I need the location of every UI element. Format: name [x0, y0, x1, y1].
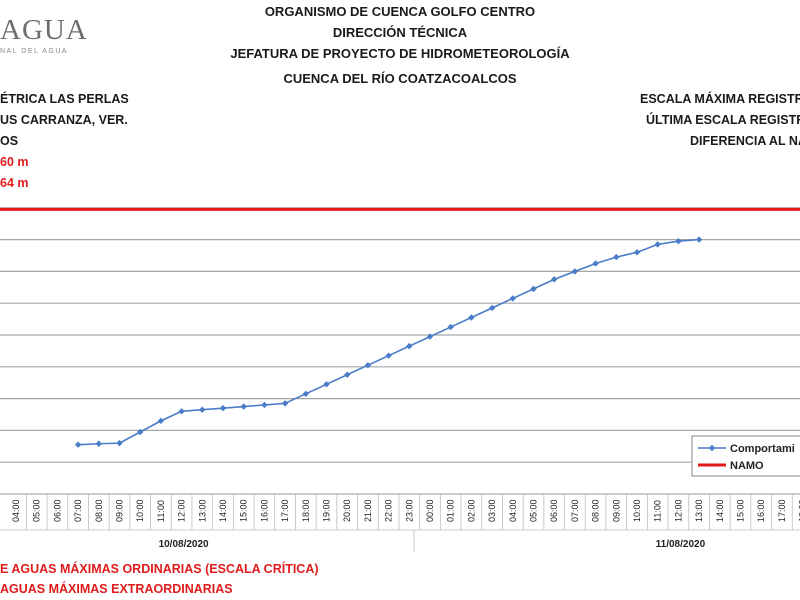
legend-namo-label: NAMO	[730, 460, 764, 472]
data-point	[447, 323, 454, 331]
header-organism: ORGANISMO DE CUENCA GOLFO CENTRO	[264, 4, 536, 19]
data-point	[592, 260, 599, 267]
data-point	[74, 441, 82, 448]
x-tick-label: 22:00	[384, 499, 394, 522]
x-tick-label: 16:00	[756, 499, 766, 522]
data-point	[323, 381, 330, 388]
x-tick-label: 13:00	[197, 499, 207, 522]
last-scale-label: ÚLTIMA ESCALA REGISTR	[646, 113, 800, 127]
x-tick-label: 17:00	[280, 499, 290, 522]
data-point	[633, 249, 641, 256]
x-tick-label: 15:00	[736, 499, 746, 522]
x-tick-label: 09:00	[115, 499, 125, 522]
x-tick-label: 14:00	[218, 499, 228, 522]
x-tick-label: 12:00	[673, 499, 683, 522]
data-point	[695, 236, 703, 243]
level-value-extraordinary: 64 m	[0, 176, 29, 190]
x-tick-label: 14:00	[715, 499, 725, 522]
station-unit: OS	[0, 134, 19, 148]
data-point	[509, 295, 516, 302]
x-tick-label: 08:00	[591, 499, 601, 522]
series-line	[78, 238, 700, 446]
date-label: 10/08/2020	[159, 539, 209, 550]
data-point	[613, 253, 620, 261]
data-point	[178, 408, 185, 415]
data-point	[551, 276, 558, 283]
header-direction: DIRECCIÓN TÉCNICA	[332, 25, 468, 40]
x-tick-label: 05:00	[529, 499, 539, 522]
station-location: US CARRANZA, VER.	[0, 113, 128, 127]
x-tick-label: 07:00	[73, 499, 83, 522]
date-label: 11/08/2020	[656, 539, 706, 550]
x-tick-label: 03:00	[487, 499, 497, 522]
data-point	[675, 237, 682, 245]
data-point	[199, 406, 206, 413]
footer-extraordinary-note: AGUAS MÁXIMAS EXTRAORDINARIAS	[0, 582, 233, 596]
footer-ordinary-note: E AGUAS MÁXIMAS ORDINARIAS (ESCALA CRÍTI…	[0, 562, 319, 576]
x-tick-label: 05:00	[32, 499, 42, 522]
x-axis: 04:00 05:00 06:00 07:00 08:00 09:00 10:00 11:00…	[0, 493, 800, 552]
header-basin: CUENCA DEL RÍO COATZACOALCOS	[283, 71, 517, 86]
x-tick-label: 13:00	[694, 499, 704, 522]
chart-gridlines	[0, 207, 800, 463]
x-tick-label: 16:00	[259, 499, 269, 522]
namo-difference-label: DIFERENCIA AL NA	[690, 134, 800, 148]
x-tick-label: 06:00	[549, 499, 559, 522]
x-tick-label: 12:00	[177, 499, 187, 522]
data-point	[95, 440, 102, 447]
data-point	[654, 241, 661, 248]
x-tick-label: 04:00	[508, 499, 518, 522]
data-point	[426, 333, 434, 340]
data-point	[261, 401, 268, 409]
x-tick-label: 07:00	[570, 499, 580, 522]
x-tick-label: 02:00	[466, 499, 476, 522]
data-point	[157, 417, 165, 425]
x-tick-label: 11:00	[156, 500, 166, 522]
x-tick-label: 00:00	[425, 499, 435, 522]
data-point	[530, 285, 537, 293]
data-point	[571, 268, 579, 275]
max-scale-label: ESCALA MÁXIMA REGISTR	[640, 92, 800, 106]
data-point	[219, 404, 227, 412]
x-tick-label: 19:00	[322, 499, 332, 522]
data-point	[385, 352, 392, 359]
series-points	[74, 236, 703, 448]
data-point	[406, 342, 413, 350]
x-tick-label: 10:00	[632, 499, 642, 522]
data-point	[488, 304, 496, 312]
x-tick-label: 18:00	[798, 499, 800, 522]
organization-logo: AGUA	[0, 14, 88, 46]
x-tick-label: 09:00	[611, 499, 621, 522]
legend-box	[691, 435, 800, 477]
level-value-ordinary: 60 m	[0, 155, 29, 169]
data-point	[302, 390, 309, 398]
data-point	[116, 439, 123, 447]
legend-series-label: Comportami	[730, 443, 795, 455]
x-tick-label: 15:00	[239, 499, 249, 522]
chart-legend: Comportami NAMO	[691, 435, 800, 477]
data-point	[281, 400, 289, 407]
x-tick-label: 23:00	[404, 499, 414, 522]
x-tick-label: 06:00	[52, 499, 62, 522]
header-project: JEFATURA DE PROYECTO DE HIDROMETEOROLOGÍ…	[230, 46, 570, 61]
logo-subtitle: NAL DEL AGUA	[0, 48, 69, 55]
x-tick-label: 01:00	[446, 499, 456, 522]
data-point	[137, 428, 144, 436]
x-tick-label: 10:00	[135, 499, 145, 522]
data-point	[240, 403, 247, 410]
x-tick-label: 21:00	[363, 499, 373, 522]
x-tick-label: 08:00	[94, 499, 104, 522]
x-tick-label: 04:00	[11, 499, 21, 522]
x-tick-label: 20:00	[342, 499, 352, 522]
x-tick-label: 18:00	[301, 499, 311, 522]
legend-series-marker	[708, 444, 716, 452]
x-tick-label: 17:00	[777, 499, 787, 522]
data-point	[468, 314, 475, 321]
data-point	[344, 371, 351, 378]
data-point	[364, 362, 372, 369]
x-tick-label: 11:00	[653, 500, 663, 522]
station-name: ÉTRICA LAS PERLAS	[0, 92, 129, 106]
